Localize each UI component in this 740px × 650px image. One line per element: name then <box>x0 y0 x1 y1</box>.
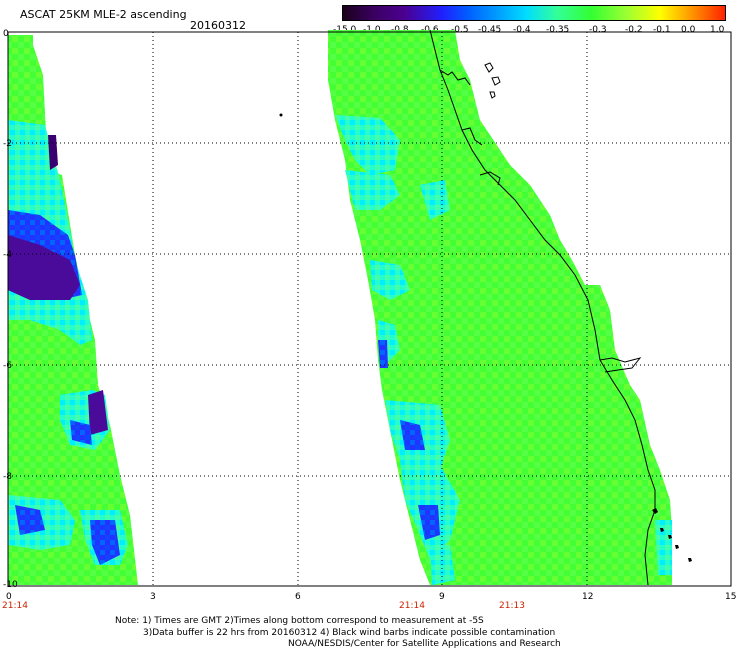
footnote-line: NOAA/NESDIS/Center for Satellite Applica… <box>288 639 561 649</box>
footnote-line: Note: 1) Times are GMT 2)Times along bot… <box>115 616 484 626</box>
footnote-line: 3)Data buffer is 22 hrs from 20160312 4)… <box>143 628 556 638</box>
colorbar-label: -0.3 <box>589 25 607 35</box>
x-tick-label: 9 <box>439 592 445 602</box>
x-tick-label: 3 <box>150 592 156 602</box>
y-tick-label: -4 <box>3 250 12 260</box>
colorbar-label: -0.1 <box>653 25 671 35</box>
y-tick-label: -6 <box>3 361 12 371</box>
y-tick-label: -10 <box>3 580 18 590</box>
x-tick-label: 15 <box>725 592 737 602</box>
time-label: 21:14 <box>2 601 28 611</box>
product-title: ASCAT 25KM MLE-2 ascending <box>20 8 187 21</box>
plot-grid <box>7 31 732 587</box>
colorbar-label: -0.4 <box>513 25 531 35</box>
time-label: 21:14 <box>399 601 425 611</box>
y-tick-label: -8 <box>3 472 12 482</box>
x-tick-label: 6 <box>295 592 301 602</box>
colorbar-label: 1.0 <box>710 25 725 35</box>
colorbar <box>342 5 726 21</box>
y-tick-label: -2 <box>3 139 12 149</box>
colorbar-label: -0.45 <box>478 25 502 35</box>
right-swath <box>279 29 692 586</box>
y-tick-label: 0 <box>3 29 9 39</box>
x-tick-label: 12 <box>582 592 594 602</box>
time-label: 21:13 <box>499 601 525 611</box>
x-tick-label: 0 <box>6 592 12 602</box>
colorbar-label: -0.35 <box>546 25 570 35</box>
colorbar-label: -0.5 <box>451 25 469 35</box>
left-swath <box>8 35 138 585</box>
colorbar-label: -0.2 <box>625 25 643 35</box>
product-date: 20160312 <box>190 19 246 32</box>
colorbar-label: 0.0 <box>681 25 696 35</box>
